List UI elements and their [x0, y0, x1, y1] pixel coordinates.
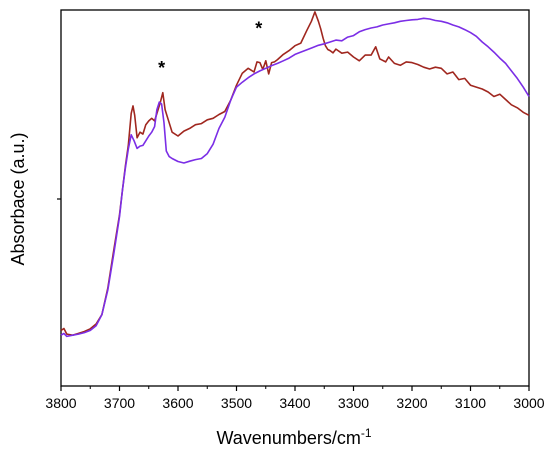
x-tick-label: 3200 — [396, 395, 427, 411]
x-tick-label: 3800 — [45, 395, 76, 411]
x-axis-title: Wavenumbers/cm-1 — [216, 426, 371, 448]
x-tick-label: 3500 — [221, 395, 252, 411]
x-axis-title-superscript: -1 — [361, 426, 372, 440]
peak-marker: * — [158, 58, 165, 78]
x-tick-label: 3100 — [455, 395, 486, 411]
annotations-layer: ** — [158, 18, 262, 77]
plot-border — [60, 9, 530, 387]
x-tick-label: 3600 — [162, 395, 193, 411]
plot-area-frame — [57, 9, 530, 387]
x-tick-label: 3000 — [513, 395, 544, 411]
x-tick-label: 3400 — [279, 395, 310, 411]
x-tick-label: 3300 — [338, 395, 369, 411]
y-axis-title: Absorbace (a.u.) — [8, 132, 28, 265]
x-tick-label: 3700 — [104, 395, 135, 411]
peak-marker: * — [255, 18, 262, 38]
series-layer — [60, 11, 530, 338]
series-line-1 — [60, 11, 530, 336]
x-axis-ticks: 3800 3700 3600 3500 3400 3300 3200 3100 3000 — [45, 386, 545, 411]
series-line-2 — [60, 17, 530, 338]
